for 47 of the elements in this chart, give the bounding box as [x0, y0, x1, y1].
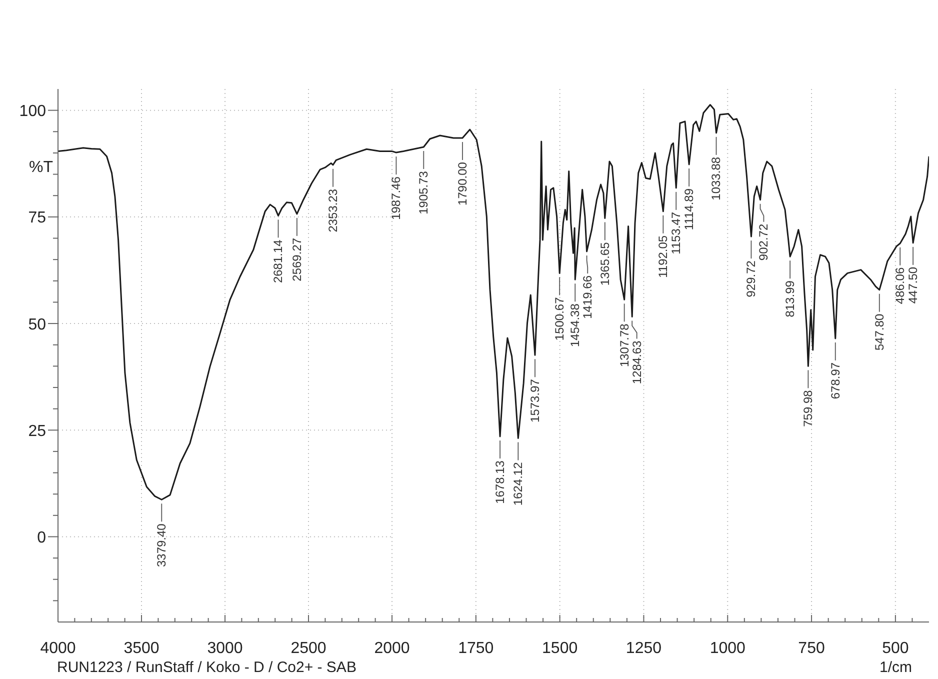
annotation: 759.98 — [801, 390, 816, 427]
annotation: 447.50 — [906, 266, 920, 304]
x-tick-label: 3500 — [124, 640, 160, 657]
annotation: 1192.05 — [656, 235, 670, 278]
x-tick-label: 500 — [882, 640, 909, 657]
annotation: 1033.88 — [709, 156, 724, 200]
annotation: 1454.38 — [568, 303, 582, 347]
annotation: 1307.78 — [617, 323, 632, 368]
annotation: 1284.63 — [630, 340, 644, 384]
annotation: 1905.73 — [416, 170, 431, 214]
x-tick-label: 1250 — [626, 640, 662, 657]
x-tick-label: 3000 — [207, 640, 243, 657]
y-axis-title: %T — [29, 159, 54, 176]
x-tick-label: 1500 — [542, 640, 578, 657]
annotation: 547.80 — [872, 314, 886, 351]
annotation: 2681.14 — [271, 239, 286, 284]
annotation: 1153.47 — [669, 212, 684, 254]
x-tick-label: 4000 — [40, 640, 76, 657]
annotation: 1790.00 — [455, 162, 470, 206]
annotation: 3379.40 — [154, 523, 169, 568]
annotation: 1987.46 — [389, 176, 404, 220]
x-tick-label: 2500 — [290, 640, 326, 657]
annotation: 1678.13 — [493, 460, 508, 504]
annotation: 2353.23 — [326, 188, 340, 232]
x-axis-title: 1/cm — [879, 659, 912, 676]
annotation: 486.06 — [893, 267, 908, 304]
annotation: 678.97 — [828, 362, 842, 400]
annotation: 929.72 — [744, 260, 758, 298]
x-tick-label: 750 — [798, 640, 825, 657]
annotation: 2569.27 — [290, 238, 304, 282]
y-tick-label: 50 — [28, 316, 46, 334]
y-tick-label: 75 — [28, 210, 46, 227]
x-tick-label: 1000 — [710, 640, 746, 657]
annotation: 1624.12 — [511, 462, 526, 506]
annotation: 813.99 — [783, 280, 798, 318]
annotation: 1573.97 — [528, 378, 542, 422]
text: RUN1223 / RunStaff / Koko - D / Co2+ - SAB — [57, 659, 356, 676]
x-tick-label: 2000 — [374, 640, 410, 657]
annotation: 1365.65 — [598, 242, 612, 286]
annotation: 1419.66 — [580, 275, 595, 319]
y-tick-label: 0 — [37, 529, 46, 546]
annotation: 902.72 — [756, 224, 771, 261]
annotation: 1114.89 — [682, 188, 696, 230]
y-tick-label: 100 — [19, 103, 46, 120]
y-tick-label: 25 — [28, 422, 46, 440]
annotation: 1500.67 — [552, 296, 567, 341]
x-tick-label: 1750 — [458, 640, 494, 657]
